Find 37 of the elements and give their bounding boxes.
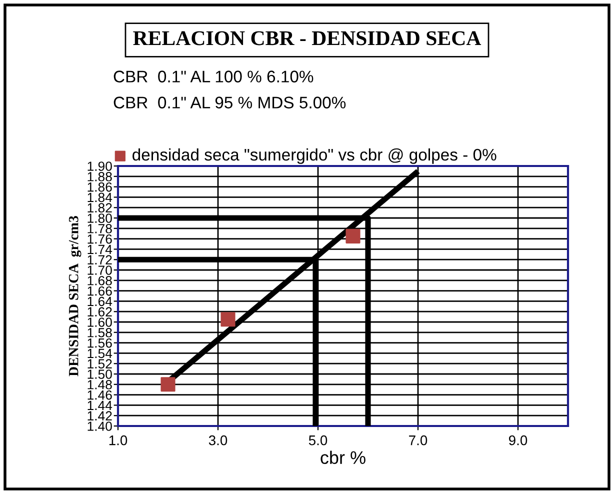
y-tick-label: 1.64	[88, 296, 112, 306]
y-tick-label: 1.74	[88, 244, 112, 254]
y-tick-label: 1.84	[88, 192, 112, 202]
y-tick-label: 1.56	[88, 338, 112, 348]
y-tick-label: 1.70	[88, 266, 112, 275]
y-tick-label: 1.68	[88, 276, 112, 286]
y-tick-label: 1.80	[88, 214, 112, 223]
y-tick-label: 1.50	[88, 370, 112, 379]
y-tick-label: 1.48	[88, 380, 112, 390]
y-axis-title: DENSIDAD SECA gr/cm3	[68, 216, 82, 376]
y-tick-label: 1.88	[88, 172, 112, 182]
y-tick-label: 1.76	[88, 234, 112, 244]
y-tick-label: 1.78	[88, 224, 112, 234]
x-tick-label: 1.0	[109, 435, 128, 446]
y-tick-label: 1.90	[88, 162, 112, 171]
y-tick-label: 1.62	[88, 307, 112, 317]
x-tick-label: 3.0	[208, 435, 228, 446]
legend-label: densidad seca "sumergido" vs cbr @ golpes - 0%	[132, 148, 496, 164]
y-tick-label: 1.66	[88, 286, 112, 296]
y-tick-label: 1.86	[88, 182, 112, 192]
y-tick-label: 1.82	[88, 203, 112, 213]
y-tick-label: 1.42	[88, 411, 112, 420]
y-tick-label: 1.60	[88, 318, 112, 327]
y-tick-label: 1.72	[88, 255, 112, 264]
y-tick-label: 1.46	[88, 390, 112, 400]
x-tick-label: 9.0	[509, 435, 528, 446]
y-tick-label: 1.44	[88, 400, 112, 410]
x-axis-title: cbr %	[320, 450, 366, 464]
chart-title: RELACION CBR - DENSIDAD SECA	[133, 31, 482, 46]
text: CBR 0.1" AL 100 % 6.10%	[114, 70, 314, 82]
y-tick-label: 1.40	[88, 422, 112, 431]
x-tick-label: 7.0	[409, 435, 428, 446]
text: CBR 0.1" AL 95 % MDS 5.00%	[114, 96, 346, 108]
y-tick-label: 1.52	[88, 359, 112, 369]
y-tick-label: 1.54	[88, 348, 112, 358]
x-tick-label: 5.0	[308, 435, 328, 446]
y-tick-label: 1.58	[88, 328, 112, 338]
